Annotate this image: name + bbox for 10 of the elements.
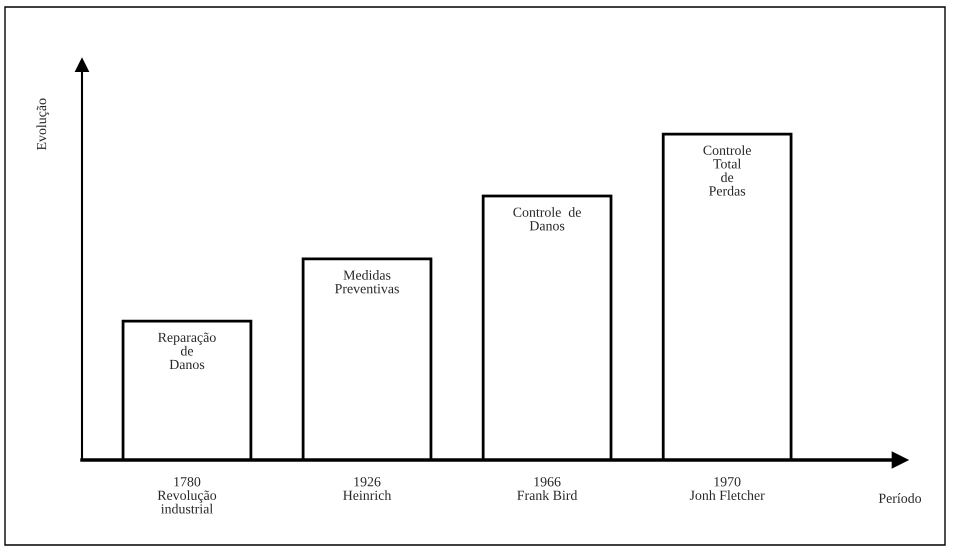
y-axis-title: Evolução [36,98,50,150]
annotation: Reparação de Danos [158,332,216,370]
annotation: Controle Total de Perdas [703,145,751,196]
x-tick-label: 1970 Jonh Fletcher [690,477,765,500]
annotation: Controle de Danos [513,207,581,230]
x-tick-label: 1780 Revolução industrial [158,477,216,514]
x-tick-label: 1966 Frank Bird [517,477,578,500]
annotation: Medidas Preventivas [335,270,399,294]
x-tick-label: 1926 Heinrich [343,477,392,500]
x-axis-title: Período [878,493,922,503]
